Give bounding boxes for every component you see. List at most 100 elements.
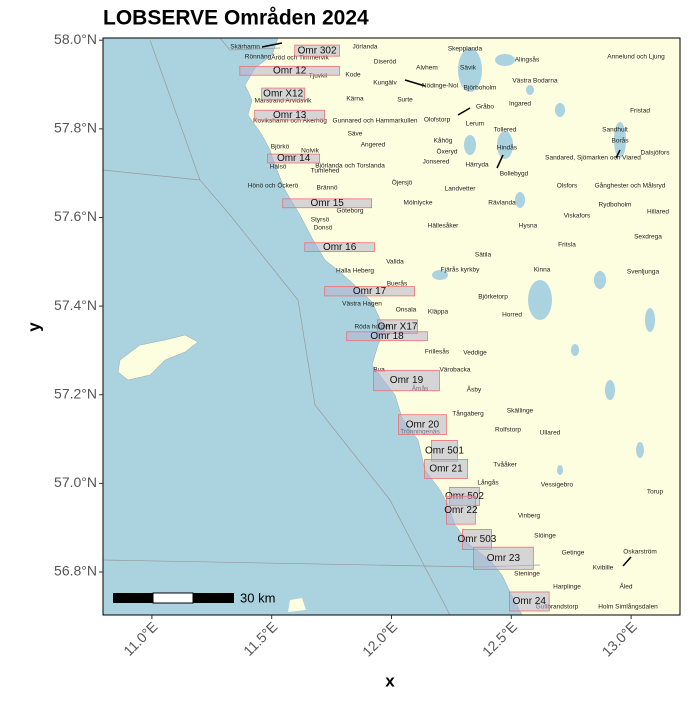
place-label: Slöinge xyxy=(534,533,556,540)
x-tick-label: 11.5°E xyxy=(240,618,280,658)
place-label: Rolfstorp xyxy=(495,427,521,434)
areas: Omr 302 Omr 12 Omr X12 Omr 13 Omr 14 Omr 15 Om… xyxy=(239,44,550,612)
place-label: Sexdrega xyxy=(634,234,662,241)
place-label: Tumlehed xyxy=(311,168,340,175)
place-label: Åled xyxy=(619,582,632,591)
scale-segment xyxy=(113,593,153,603)
area-label: Omr 15 xyxy=(310,198,344,209)
area xyxy=(324,286,415,297)
place-label: Fritsla xyxy=(558,242,576,249)
area-label: Omr 24 xyxy=(513,596,547,607)
basemap: Skärhamn Jörlanda Skepplanda Annelund och L… xyxy=(103,38,680,615)
place-label: Gånghester och Målsryd xyxy=(595,182,666,190)
place-label: Björboholm xyxy=(464,85,497,92)
place-label: Alingsås xyxy=(515,56,540,64)
place-label: Nolvik xyxy=(301,148,319,155)
place-label: Alvhem xyxy=(416,65,438,72)
area-label: Omr 22 xyxy=(444,505,478,516)
area-label: Omr X12 xyxy=(263,89,303,100)
area-label: Omr 12 xyxy=(273,65,307,76)
place-label: Skärhamn xyxy=(230,44,260,51)
place-label: Fristad xyxy=(630,108,650,115)
area-label: Omr 503 xyxy=(457,534,496,545)
area-label: Omr 501 xyxy=(425,445,464,456)
place-label: Åröd och Timmervik xyxy=(271,53,329,62)
place-label: Fjärås kyrkby xyxy=(441,266,480,274)
place-label: Landvetter xyxy=(445,186,477,193)
place-label: Sätila xyxy=(475,252,492,259)
scale-bar: 30 km xyxy=(113,590,275,605)
area-label: Omr 17 xyxy=(353,286,387,297)
area xyxy=(267,153,321,164)
scale-segment xyxy=(152,592,194,604)
place-label: Halla Heberg xyxy=(336,268,374,275)
place-label: Horred xyxy=(502,312,522,319)
place-label: Mölnlycke xyxy=(404,200,433,207)
x-axis-label: x xyxy=(385,671,395,690)
area-label: Omr 20 xyxy=(406,419,440,430)
place-label: Öxeryd xyxy=(437,148,458,156)
place-label: Björketorp xyxy=(478,294,508,301)
place-label: Vallda xyxy=(386,259,404,266)
y-tick-label: 57.4°N xyxy=(54,297,97,313)
place-label: Björkö xyxy=(271,144,290,151)
place-label: Ullared xyxy=(540,430,561,437)
y-tick-label: 57.2°N xyxy=(54,385,97,401)
place-label: Skällinge xyxy=(507,408,534,415)
place-label: Frillesås xyxy=(425,348,450,356)
place-label: Kåhög xyxy=(434,137,453,145)
x-tick-label: 11.0°E xyxy=(120,618,160,658)
place-label: Harplinge xyxy=(553,584,581,591)
place-label: Steninge xyxy=(514,571,540,578)
place-label: Jonsered xyxy=(423,159,450,166)
place-label: Tjuvkil xyxy=(309,73,328,80)
place-label: Borås xyxy=(612,137,630,145)
place-label: Olofstorp xyxy=(424,117,451,124)
place-label: Kläppa xyxy=(428,309,449,316)
place-label: Härryda xyxy=(465,162,489,169)
place-label: Jörlanda xyxy=(353,44,378,51)
place-label: Hillared xyxy=(647,209,669,216)
place-label: Västra Bodarna xyxy=(512,78,558,85)
place-label: Annelund och Ljung xyxy=(607,54,665,61)
y-tick-label: 56.8°N xyxy=(54,563,97,579)
place-label: Angered xyxy=(361,142,386,149)
place-label: Hälsö xyxy=(270,164,287,171)
place-label: Hönö och Öckerö xyxy=(248,182,299,190)
place-label: Marstrand Arvidsvik xyxy=(255,98,312,105)
place-label: Veddige xyxy=(463,350,487,357)
place-label: Svenljunga xyxy=(627,269,660,276)
place-label: Surte xyxy=(397,97,413,104)
place-label: Oskarström xyxy=(623,549,657,556)
place-label: Hindås xyxy=(497,144,518,152)
x-tick-label: 12.5°E xyxy=(479,618,520,659)
place-label: Sävik xyxy=(460,65,477,72)
area-label: Omr 16 xyxy=(323,242,357,253)
place-label: Holm Simlångsdalen xyxy=(598,603,658,611)
roads xyxy=(261,42,632,567)
area xyxy=(373,369,440,392)
y-tick-label: 58.0°N xyxy=(54,31,97,47)
place-label: Dalsjöfors xyxy=(641,150,671,157)
lakes xyxy=(432,48,655,475)
place-label: Viskafors xyxy=(564,213,591,220)
place-label: Sandhult xyxy=(602,127,628,134)
y-tick-label: 57.8°N xyxy=(54,120,97,136)
area xyxy=(304,242,375,253)
area-label: Omr 21 xyxy=(429,464,463,475)
place-label: Torup xyxy=(647,489,664,496)
place-label: Tollered xyxy=(494,127,517,134)
place-label: Ingared xyxy=(509,101,531,108)
place-label: Hällesåker xyxy=(428,222,460,230)
x-tick-label: 13.0°E xyxy=(599,618,640,659)
place-label: Getinge xyxy=(562,550,585,557)
area-label: Omr 13 xyxy=(273,110,307,121)
place-label: Vessigebro xyxy=(541,482,574,489)
place-label: Gunnared och Hammarkullen xyxy=(333,118,418,125)
place-label: Rävlanda xyxy=(488,200,516,207)
place-label: Göteborg xyxy=(336,208,363,215)
place-label: Säve xyxy=(348,131,363,138)
place-label: Onsala xyxy=(396,307,417,314)
area xyxy=(424,459,468,479)
